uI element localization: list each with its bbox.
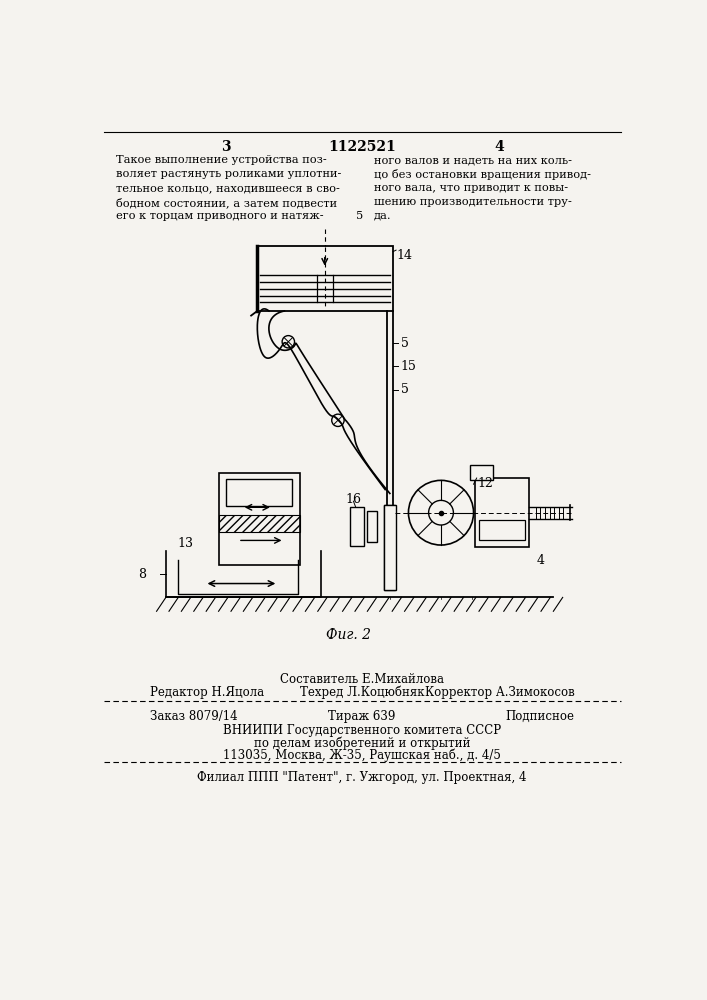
Bar (218, 515, 300, 532)
Circle shape (409, 480, 474, 545)
Text: тельное кольцо, находившееся в сво-: тельное кольцо, находившееся в сво- (115, 183, 339, 193)
Text: 16: 16 (346, 493, 362, 506)
Bar (226, 479, 292, 506)
Bar (385, 505, 396, 590)
Text: Корректор А.Зимокосов: Корректор А.Зимокосов (424, 686, 574, 699)
Text: воляет растянуть роликами уплотни-: воляет растянуть роликами уплотни- (115, 169, 341, 179)
Text: ного валов и надеть на них коль-: ного валов и надеть на них коль- (373, 155, 571, 165)
Text: Фиг. 2: Фиг. 2 (325, 628, 370, 642)
Text: Редактор Н.Яцола: Редактор Н.Яцола (151, 686, 264, 699)
Bar (479, 520, 525, 540)
Circle shape (282, 336, 295, 348)
Text: 113035, Москва, Ж-35, Раушская наб., д. 4/5: 113035, Москва, Ж-35, Раушская наб., д. … (223, 748, 501, 762)
Text: Филиал ППП "Патент", г. Ужгород, ул. Проектная, 4: Филиал ППП "Патент", г. Ужгород, ул. Про… (197, 771, 527, 784)
Text: 13: 13 (177, 537, 194, 550)
Bar (385, 505, 395, 590)
Text: 5: 5 (356, 211, 363, 221)
Text: да.: да. (373, 211, 391, 221)
Text: 12: 12 (477, 477, 493, 490)
Text: его к торцам приводного и натяж-: его к торцам приводного и натяж- (115, 211, 323, 221)
Text: 8: 8 (139, 568, 146, 581)
Text: 1122521: 1122521 (328, 140, 396, 154)
Text: 5: 5 (401, 383, 409, 396)
Text: 3: 3 (221, 140, 230, 154)
Text: ного вала, что приводит к повы-: ного вала, что приводит к повы- (373, 183, 568, 193)
Bar (469, 465, 493, 480)
Circle shape (332, 414, 344, 426)
Text: шению производительности тру-: шению производительности тру- (373, 197, 571, 207)
Text: Техред Л.Коцюбняк: Техред Л.Коцюбняк (300, 686, 424, 699)
Bar (218, 473, 300, 565)
Circle shape (428, 500, 453, 525)
Text: 14: 14 (397, 249, 413, 262)
Text: цо без остановки вращения привод-: цо без остановки вращения привод- (373, 169, 590, 180)
Text: Составитель Е.Михайлова: Составитель Е.Михайлова (280, 673, 444, 686)
Bar (367, 511, 378, 542)
Text: Подписное: Подписное (506, 710, 574, 723)
Text: по делам изобретений и открытий: по делам изобретений и открытий (254, 736, 470, 750)
Bar (349, 507, 363, 546)
Text: 4: 4 (537, 554, 545, 567)
Text: 4: 4 (494, 140, 504, 154)
Bar (475, 478, 530, 547)
Text: Тираж 639: Тираж 639 (328, 710, 396, 723)
Text: 5: 5 (401, 337, 409, 350)
Text: 15: 15 (401, 360, 416, 373)
Text: Заказ 8079/14: Заказ 8079/14 (151, 710, 238, 723)
Text: ВНИИПИ Государственного комитета СССР: ВНИИПИ Государственного комитета СССР (223, 724, 501, 737)
Text: Такое выполнение устройства поз-: Такое выполнение устройства поз- (115, 155, 326, 165)
Text: бодном состоянии, а затем подвести: бодном состоянии, а затем подвести (115, 197, 337, 208)
Bar (257, 246, 393, 311)
